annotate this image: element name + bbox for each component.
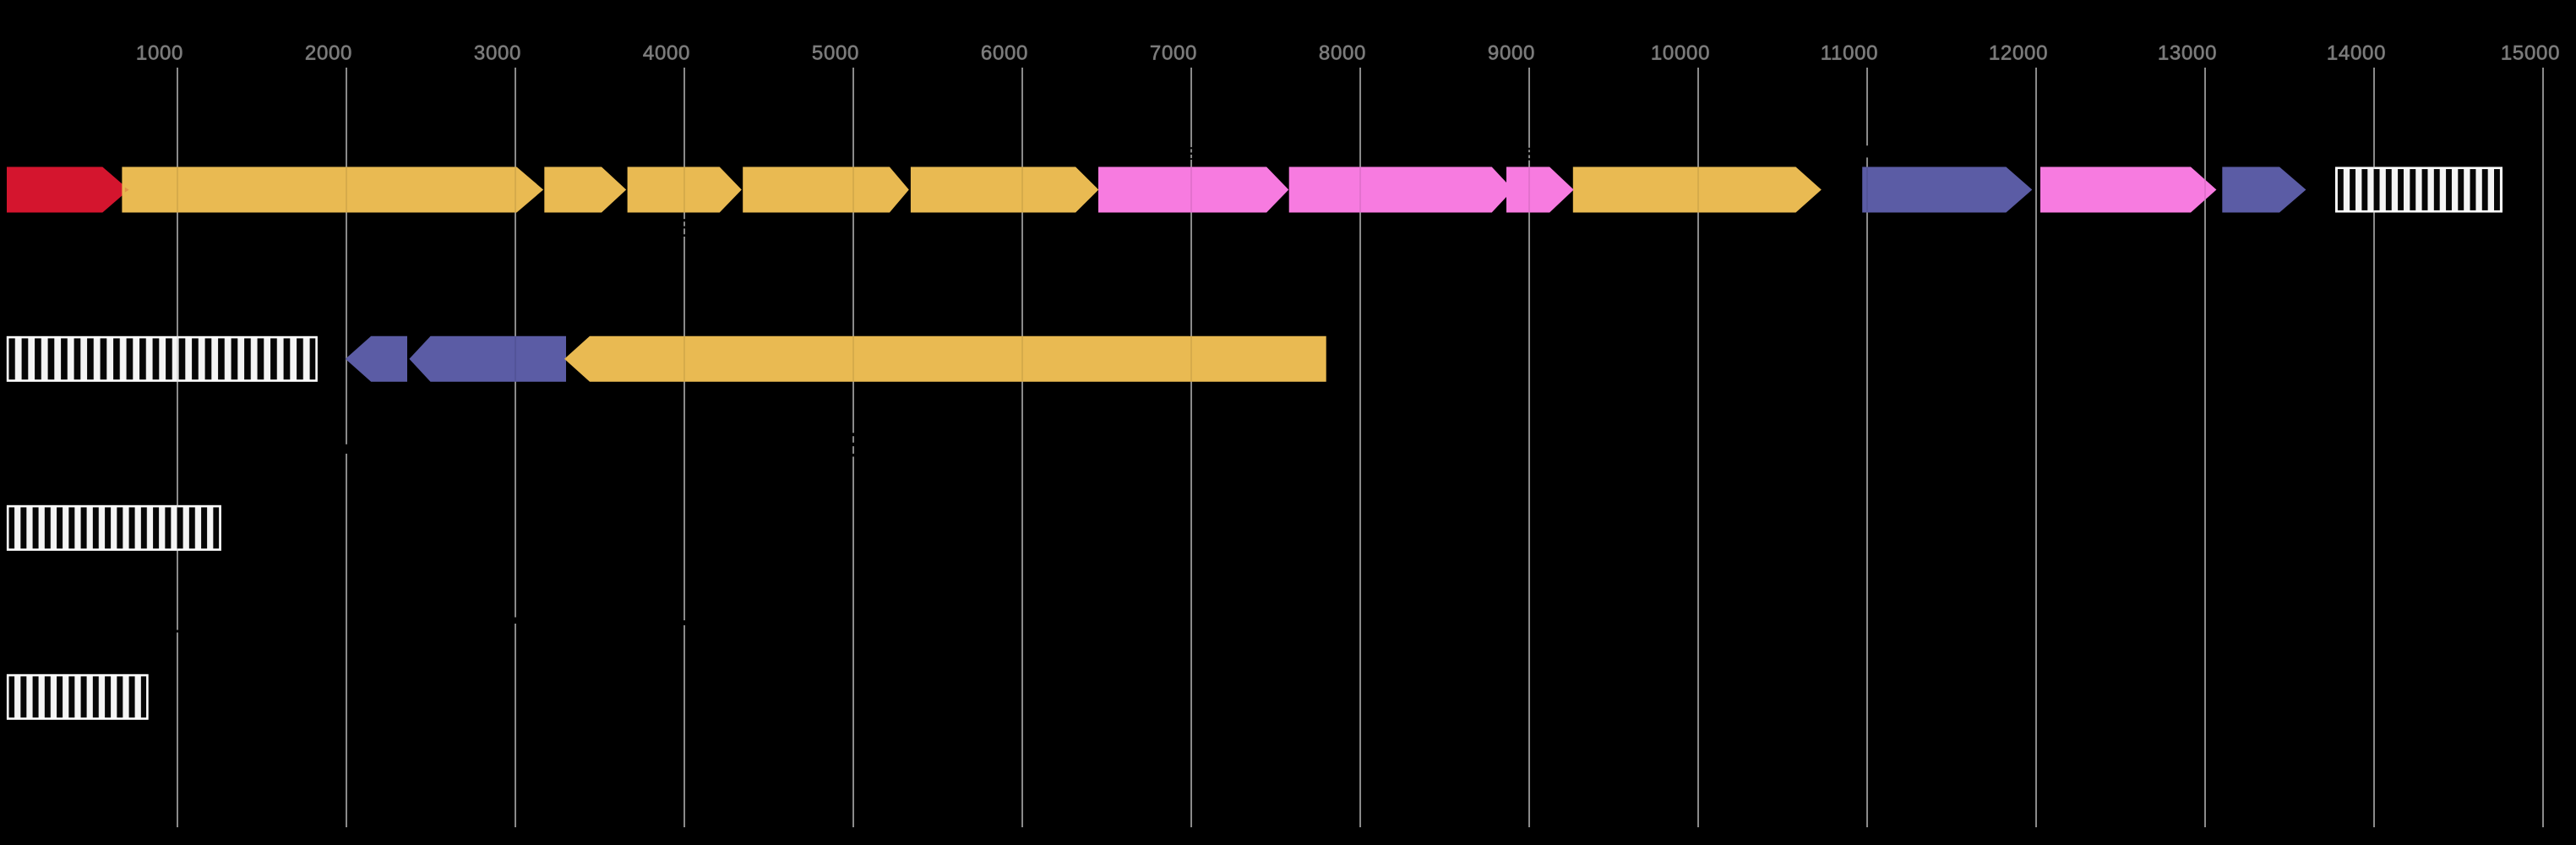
svg-text:7000: 7000: [1150, 42, 1197, 65]
svg-text:14000: 14000: [2327, 42, 2386, 65]
svg-text:5000: 5000: [812, 42, 859, 65]
svg-text:4000: 4000: [643, 42, 690, 65]
svg-text:9000: 9000: [1488, 42, 1535, 65]
svg-text:6000: 6000: [981, 42, 1028, 65]
svg-text:2000: 2000: [305, 42, 352, 65]
svg-text:1000: 1000: [136, 42, 183, 65]
svg-text:10000: 10000: [1651, 42, 1710, 65]
svg-text:8000: 8000: [1319, 42, 1366, 65]
svg-text:3000: 3000: [474, 42, 521, 65]
svg-text:13000: 13000: [2158, 42, 2217, 65]
svg-text:11000: 11000: [1821, 42, 1878, 65]
svg-text:15000: 15000: [2501, 42, 2560, 65]
svg-text:12000: 12000: [1989, 42, 2048, 65]
